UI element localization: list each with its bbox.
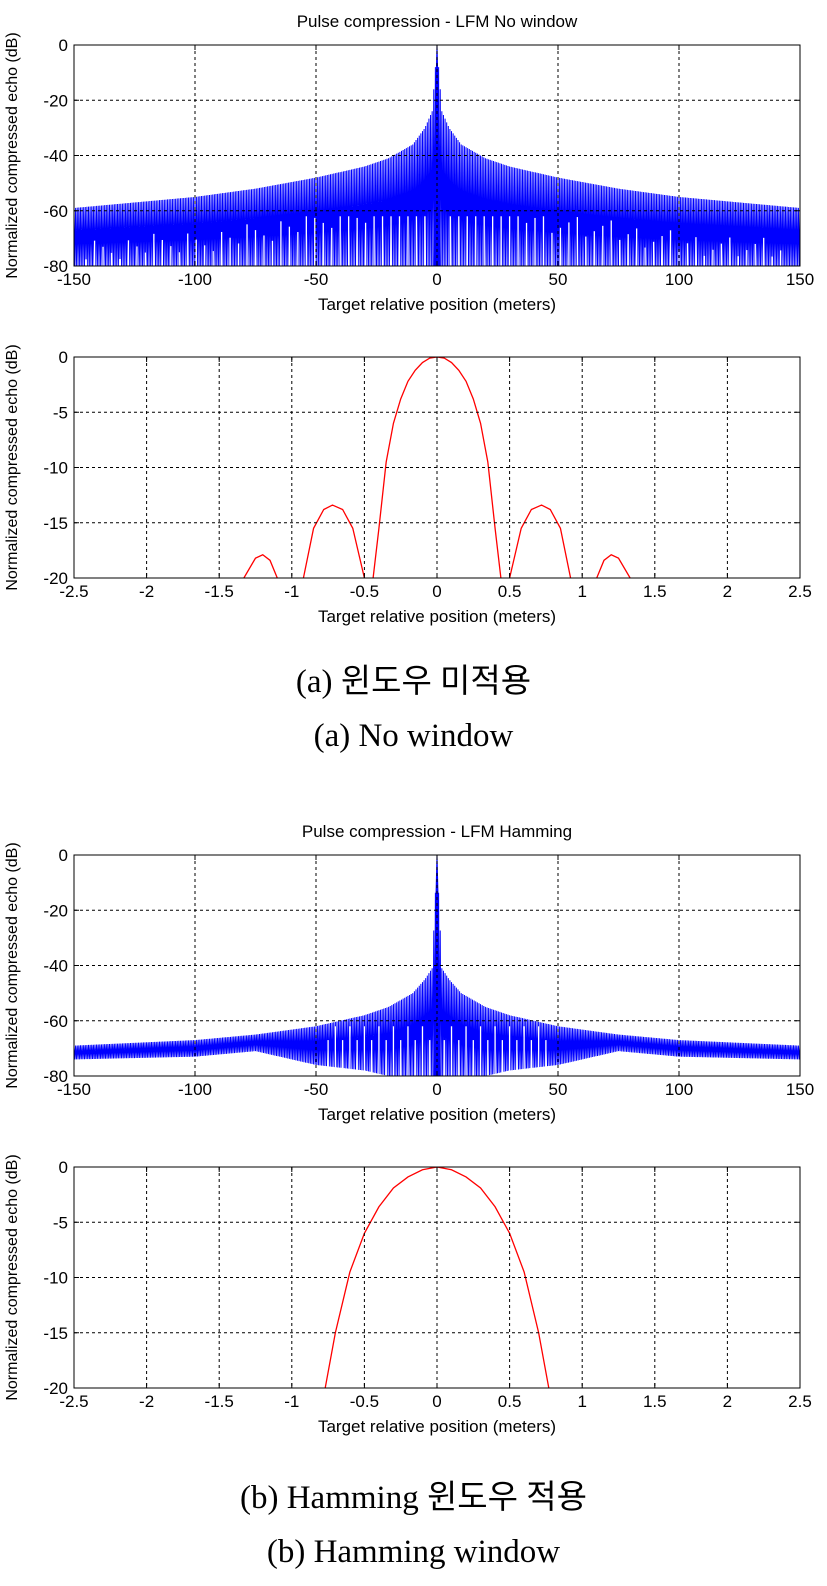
x-axis-label: Target relative position (meters) — [318, 607, 556, 626]
y-axis-label: Normalized compressed echo (dB) — [4, 1154, 21, 1400]
chart-title: Pulse compression - LFM No window — [297, 12, 578, 31]
y-tick-label: -20 — [43, 1379, 68, 1398]
x-tick-label: -100 — [178, 1080, 212, 1099]
lobe-segment-4 — [508, 504, 572, 578]
x-tick-label: -150 — [57, 270, 91, 289]
data-layer — [324, 1167, 550, 1388]
lobe-segment-5 — [596, 554, 631, 578]
x-tick-label: -2 — [139, 582, 154, 601]
x-tick-label: -1 — [284, 1392, 299, 1411]
x-tick-label: 2.5 — [788, 582, 812, 601]
x-tick-label: 50 — [549, 270, 568, 289]
y-tick-label: -10 — [43, 459, 68, 478]
y-tick-label: -5 — [53, 1213, 68, 1232]
y-tick-label: 0 — [59, 36, 68, 55]
lobe-segment-2 — [302, 504, 366, 578]
y-tick-label: -40 — [43, 147, 68, 166]
x-tick-label: 0.5 — [498, 582, 522, 601]
y-tick-label: -20 — [43, 91, 68, 110]
x-tick-label: -2.5 — [59, 582, 88, 601]
x-axis-label: Target relative position (meters) — [318, 295, 556, 314]
x-tick-label: 0 — [432, 1392, 441, 1411]
x-tick-label: 1.5 — [643, 582, 667, 601]
x-axis-label: Target relative position (meters) — [318, 1417, 556, 1436]
caption-a-korean: (a) 윈도우 미적용 — [295, 664, 532, 700]
chart-4: -2.5 -2 -1.5 -1 -0.5 0 0.5 1 1.5 2 2.5 -20 -15 -10 -5 0… — [4, 1154, 812, 1436]
x-tick-label: -50 — [304, 1080, 329, 1099]
x-tick-label: 100 — [665, 1080, 693, 1099]
x-tick-label: 150 — [786, 1080, 814, 1099]
sidelobe-trace — [74, 855, 800, 1076]
x-tick-label: -1.5 — [205, 1392, 234, 1411]
y-tick-label: -80 — [43, 1067, 68, 1086]
y-tick-label: -15 — [43, 1324, 68, 1343]
x-tick-label: 1.5 — [643, 1392, 667, 1411]
y-tick-label: -60 — [43, 1012, 68, 1031]
x-tick-label: 0 — [432, 270, 441, 289]
x-tick-label: -0.5 — [350, 582, 379, 601]
x-tick-label: -50 — [304, 270, 329, 289]
x-tick-label: 0.5 — [498, 1392, 522, 1411]
x-tick-label: -2.5 — [59, 1392, 88, 1411]
chart-2: -2.5 -2 -1.5 -1 -0.5 0 0.5 1 1.5 2 2.5 -20 -15 -10 -5 0… — [4, 344, 812, 626]
x-tick-label: -2 — [139, 1392, 154, 1411]
y-tick-label: -10 — [43, 1269, 68, 1288]
x-tick-label: 2.5 — [788, 1392, 812, 1411]
x-tick-label: -1.5 — [205, 582, 234, 601]
caption-b-english: (b) Hamming window — [266, 1534, 561, 1570]
caption-b-korean: (b) Hamming 윈도우 적용 — [239, 1480, 587, 1516]
y-tick-label: -80 — [43, 257, 68, 276]
lobe-segment-1 — [243, 554, 278, 578]
x-tick-label: 50 — [549, 1080, 568, 1099]
lobe-segment-3 — [372, 357, 502, 578]
x-tick-label: -0.5 — [350, 1392, 379, 1411]
x-tick-label: -1 — [284, 582, 299, 601]
y-tick-label: -15 — [43, 514, 68, 533]
lobe-segment-1 — [324, 1167, 550, 1388]
x-tick-label: 2 — [723, 582, 732, 601]
y-tick-label: -60 — [43, 202, 68, 221]
y-tick-label: 0 — [59, 846, 68, 865]
x-tick-label: -100 — [178, 270, 212, 289]
x-tick-label: 100 — [665, 270, 693, 289]
y-axis-label: Normalized compressed echo (dB) — [4, 344, 21, 590]
chart-3: -150 -100 -50 0 50 100 150 -80 -60 -40 -20 0 Target … — [4, 822, 814, 1124]
x-tick-label: 1 — [577, 1392, 586, 1411]
x-axis-label: Target relative position (meters) — [318, 1105, 556, 1124]
y-tick-label: -20 — [43, 901, 68, 920]
chart-1: -150 -100 -50 0 50 100 150 -80 -60 -40 -20 0 Target … — [4, 12, 814, 314]
x-tick-label: 0 — [432, 1080, 441, 1099]
x-tick-label: 0 — [432, 582, 441, 601]
chart-title: Pulse compression - LFM Hamming — [302, 822, 572, 841]
y-tick-label: 0 — [59, 1158, 68, 1177]
x-tick-label: 1 — [577, 582, 586, 601]
data-layer — [243, 357, 631, 578]
y-tick-label: -20 — [43, 569, 68, 588]
y-tick-label: -40 — [43, 957, 68, 976]
y-axis-label: Normalized compressed echo (dB) — [4, 32, 21, 278]
x-tick-label: 150 — [786, 270, 814, 289]
y-tick-label: 0 — [59, 348, 68, 367]
y-axis-label: Normalized compressed echo (dB) — [4, 842, 21, 1088]
x-tick-label: 2 — [723, 1392, 732, 1411]
x-tick-label: -150 — [57, 1080, 91, 1099]
caption-a-english: (a) No window — [313, 718, 514, 754]
y-tick-label: -5 — [53, 403, 68, 422]
